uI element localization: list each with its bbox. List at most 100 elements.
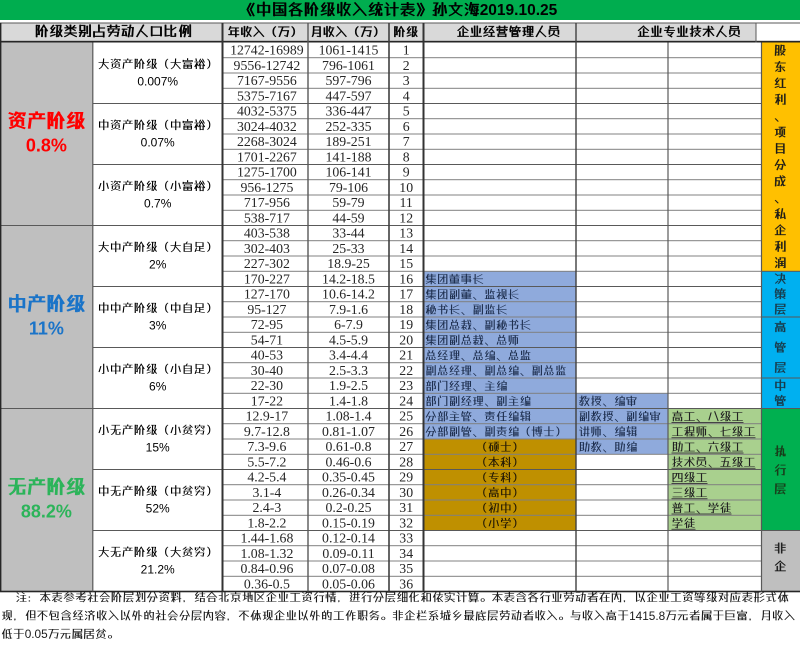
svg-text:447-597: 447-597	[326, 88, 372, 103]
svg-text:302-403: 302-403	[244, 241, 290, 256]
svg-text:5: 5	[403, 104, 410, 119]
svg-text:717-956: 717-956	[244, 195, 290, 210]
svg-text:18: 18	[399, 302, 413, 317]
svg-text:0.05: 0.05	[25, 627, 48, 641]
svg-text:0.12-0.14: 0.12-0.14	[322, 531, 375, 546]
svg-text:0.61-0.8: 0.61-0.8	[326, 439, 372, 454]
svg-text:12742-16989: 12742-16989	[230, 43, 304, 58]
svg-text:9.7-12.8: 9.7-12.8	[244, 424, 290, 439]
svg-text:29: 29	[399, 470, 413, 485]
svg-text:52%: 52%	[146, 501, 170, 515]
svg-text:956-1275: 956-1275	[240, 180, 293, 195]
svg-text:24: 24	[399, 393, 413, 408]
svg-text:252-335: 252-335	[326, 119, 372, 134]
svg-text:0.007%: 0.007%	[137, 74, 178, 88]
svg-text:6%: 6%	[149, 379, 167, 393]
svg-text:79-106: 79-106	[329, 180, 368, 195]
svg-text:22: 22	[399, 363, 413, 378]
svg-text:14.2-18.5: 14.2-18.5	[322, 271, 375, 286]
svg-text:20: 20	[399, 332, 413, 347]
svg-text:33: 33	[399, 531, 413, 546]
svg-text:106-141: 106-141	[326, 165, 372, 180]
svg-text:72-95: 72-95	[251, 317, 283, 332]
svg-text:36: 36	[399, 576, 413, 591]
svg-text:17: 17	[399, 287, 413, 302]
svg-text:5.5-7.2: 5.5-7.2	[247, 454, 286, 469]
svg-text:54-71: 54-71	[251, 332, 283, 347]
svg-text:538-717: 538-717	[244, 210, 290, 225]
svg-text:18.9-25: 18.9-25	[327, 256, 370, 271]
svg-text:11: 11	[400, 195, 413, 210]
svg-text:189-251: 189-251	[326, 134, 372, 149]
svg-text:12.9-17: 12.9-17	[246, 409, 289, 424]
svg-text:0.35-0.45: 0.35-0.45	[322, 470, 375, 485]
svg-text:23: 23	[399, 378, 413, 393]
svg-text:12: 12	[399, 210, 413, 225]
svg-text:1.08-1.4: 1.08-1.4	[326, 409, 372, 424]
svg-text:227-302: 227-302	[244, 256, 290, 271]
svg-text:0.7%: 0.7%	[144, 196, 172, 210]
svg-text:1061-1415: 1061-1415	[319, 43, 379, 58]
svg-text:1.08-1.32: 1.08-1.32	[240, 546, 293, 561]
svg-text:30-40: 30-40	[251, 363, 283, 378]
svg-text:31: 31	[399, 500, 413, 515]
svg-text:15: 15	[399, 256, 413, 271]
svg-text:10: 10	[399, 180, 413, 195]
svg-text:0.8%: 0.8%	[26, 136, 67, 156]
svg-text:21: 21	[399, 348, 413, 363]
svg-text:13: 13	[399, 226, 413, 241]
svg-text:0.2-0.25: 0.2-0.25	[326, 500, 372, 515]
svg-text:0.15-0.19: 0.15-0.19	[322, 515, 375, 530]
svg-text:403-538: 403-538	[244, 226, 290, 241]
svg-text:59-79: 59-79	[332, 195, 364, 210]
svg-text:15%: 15%	[146, 440, 170, 454]
svg-text:0.26-0.34: 0.26-0.34	[322, 485, 375, 500]
svg-text:16: 16	[399, 271, 413, 286]
svg-text:0.07%: 0.07%	[141, 135, 175, 149]
svg-text:0.36-0.5: 0.36-0.5	[244, 576, 290, 591]
svg-text:5375-7167: 5375-7167	[237, 88, 297, 103]
svg-text:2.4-3: 2.4-3	[253, 500, 282, 515]
svg-text:3.4-4.4: 3.4-4.4	[329, 348, 368, 363]
svg-text:21.2%: 21.2%	[141, 562, 175, 576]
svg-text:2.5-3.3: 2.5-3.3	[329, 363, 368, 378]
svg-text:4: 4	[403, 88, 410, 103]
svg-text:28: 28	[399, 454, 413, 469]
svg-text:9556-12742: 9556-12742	[234, 58, 301, 73]
svg-text:0.05-0.06: 0.05-0.06	[322, 576, 375, 591]
svg-text:1701-2267: 1701-2267	[237, 149, 297, 164]
svg-text:2268-3024: 2268-3024	[237, 134, 297, 149]
svg-text:7.3-9.6: 7.3-9.6	[247, 439, 286, 454]
svg-text:3%: 3%	[149, 318, 167, 332]
svg-text:3.1-4: 3.1-4	[253, 485, 282, 500]
svg-text:141-188: 141-188	[326, 149, 372, 164]
svg-text:25-33: 25-33	[332, 241, 364, 256]
svg-text:14: 14	[399, 241, 413, 256]
svg-text:4.2-5.4: 4.2-5.4	[247, 470, 286, 485]
svg-text:2: 2	[403, 58, 410, 73]
svg-text:336-447: 336-447	[326, 104, 372, 119]
svg-text:34: 34	[399, 546, 413, 561]
svg-text:19: 19	[399, 317, 413, 332]
svg-text:1.8-2.2: 1.8-2.2	[247, 515, 286, 530]
svg-text:7.9-1.6: 7.9-1.6	[329, 302, 368, 317]
svg-text:10.6-14.2: 10.6-14.2	[322, 287, 375, 302]
svg-text:0.46-0.6: 0.46-0.6	[326, 454, 372, 469]
svg-text:32: 32	[399, 515, 413, 530]
svg-text:44-59: 44-59	[332, 210, 364, 225]
svg-text:796-1061: 796-1061	[322, 58, 375, 73]
svg-text:3: 3	[403, 73, 410, 88]
svg-text:170-227: 170-227	[244, 271, 290, 286]
svg-text:7: 7	[403, 134, 410, 149]
svg-text:3024-4032: 3024-4032	[237, 119, 297, 134]
svg-text:88.2%: 88.2%	[21, 502, 72, 522]
svg-text:597-796: 597-796	[326, 73, 372, 88]
svg-text:1.4-1.8: 1.4-1.8	[329, 393, 368, 408]
svg-text:7167-9556: 7167-9556	[237, 73, 297, 88]
svg-text:4032-5375: 4032-5375	[237, 104, 297, 119]
svg-text:1: 1	[403, 43, 410, 58]
svg-text:0.07-0.08: 0.07-0.08	[322, 561, 375, 576]
svg-text:6: 6	[403, 119, 410, 134]
svg-text:0.84-0.96: 0.84-0.96	[240, 561, 293, 576]
svg-text:40-53: 40-53	[251, 348, 283, 363]
